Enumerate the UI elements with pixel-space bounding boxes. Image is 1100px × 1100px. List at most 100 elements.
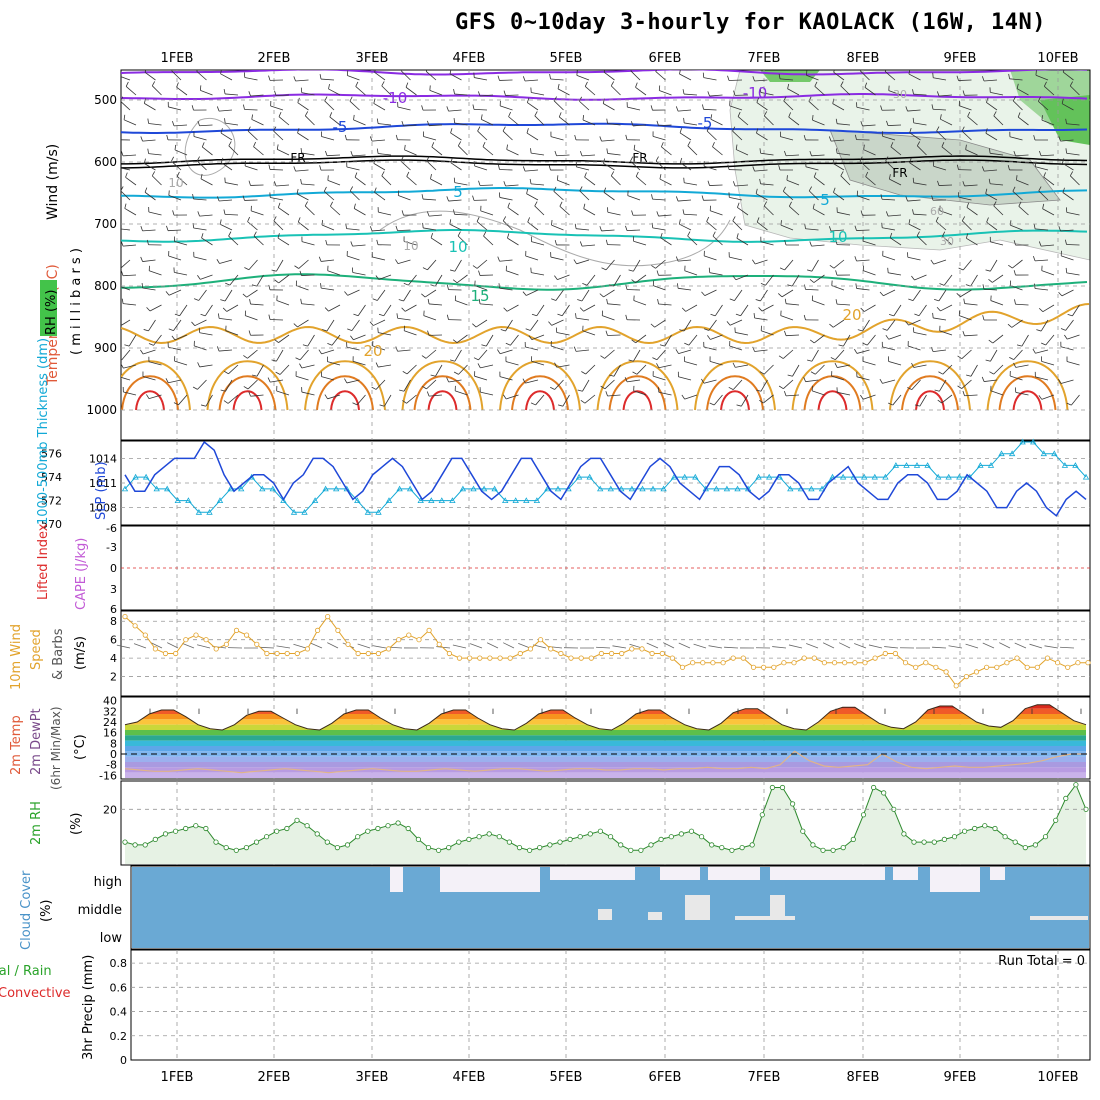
wind-barb-flag — [759, 399, 764, 404]
wind10-barb — [327, 642, 339, 649]
ylabel-rh: RH (%) — [44, 290, 59, 335]
thickness-line-point — [142, 473, 150, 480]
wind-barb — [526, 132, 539, 141]
wind-barb-flag — [530, 148, 532, 154]
wind-barb — [741, 394, 749, 407]
thickness-line-point — [238, 485, 245, 492]
wind-barb-flag — [1069, 171, 1074, 177]
wind-barb — [299, 349, 309, 361]
wind-barb — [276, 300, 290, 306]
ylabel-slp: SLP (mb) — [94, 461, 109, 520]
wind-barb — [199, 364, 213, 368]
wind-barb — [404, 304, 417, 312]
wind10-line-point — [740, 655, 746, 661]
wind10-barb — [822, 642, 835, 649]
wind-barb — [678, 349, 692, 354]
wind-barb — [397, 106, 411, 111]
wind-barb-flag — [430, 233, 433, 239]
wind-barb — [456, 274, 468, 284]
thickness-line-point — [649, 485, 657, 492]
wind-barb-flag — [166, 134, 169, 140]
wind-barb — [986, 102, 998, 111]
wind-barb — [270, 379, 284, 383]
wind-barb-flag — [319, 74, 322, 80]
wind-barb — [1061, 103, 1074, 111]
wind-barb-flag — [554, 275, 558, 280]
wind10-barb — [469, 643, 483, 649]
wind-barb-flag — [602, 98, 605, 104]
date-label-top: 9FEB — [944, 51, 977, 66]
ylabel-cape: CAPE (J/kg) — [74, 538, 89, 610]
wind-barb-flag — [497, 256, 500, 262]
wind-barb-flag — [630, 156, 634, 162]
wind-barb-flag — [251, 284, 257, 287]
wind-barb-flag — [712, 231, 716, 237]
wind-barb — [324, 100, 335, 111]
rh2m-line-point — [122, 839, 128, 845]
wind-barb — [806, 74, 819, 81]
slp-line — [124, 440, 1087, 517]
wind-barb-flag — [908, 70, 911, 75]
thickness-line-point — [903, 462, 910, 468]
rh2m-line-point — [1063, 795, 1069, 802]
wind-barb — [455, 300, 468, 306]
wind-barb-flag — [371, 386, 377, 390]
wind-barb — [1062, 71, 1074, 81]
wind-barb — [372, 139, 386, 142]
wind-barb-flag — [828, 136, 832, 142]
wind-barb-flag — [147, 148, 149, 154]
wind-barb-flag — [482, 141, 486, 147]
wind10-barb — [663, 642, 675, 649]
wind10-line-point — [750, 664, 757, 670]
precip-tick: 0.8 — [110, 957, 128, 970]
wind-barb-flag — [879, 291, 884, 297]
wind-barb-flag — [449, 269, 456, 272]
wind-barb-flag — [679, 128, 682, 134]
wind-barb-flag — [225, 282, 231, 286]
wind-barb — [760, 289, 768, 302]
wind-barb — [454, 182, 468, 186]
wind-barb — [736, 149, 749, 156]
wind-barb — [907, 199, 921, 202]
wind-barb-flag — [857, 329, 863, 332]
wind-barb-flag — [650, 323, 655, 328]
wind-barb — [253, 235, 264, 246]
wind-barb — [709, 360, 723, 366]
wind-barb-flag — [476, 216, 480, 222]
wind-barb-flag — [1066, 402, 1072, 406]
wind-barb — [202, 146, 213, 156]
wind-barb-flag — [609, 374, 615, 377]
wind-barb-flag — [121, 241, 124, 247]
ylabel-cloud: Cloud Cover — [19, 870, 34, 950]
wind-barb — [326, 154, 341, 157]
wind-barb-flag — [809, 339, 815, 344]
wind-barb — [913, 331, 927, 336]
wind-barb-flag — [625, 284, 628, 290]
wind-barb — [1066, 272, 1080, 276]
wind-barb — [144, 191, 156, 201]
wind-barb-flag — [854, 256, 857, 262]
wind-barb-flag — [756, 217, 760, 223]
wind-barb — [710, 334, 723, 340]
thickness-tick: 574 — [41, 471, 62, 484]
wind-barb-flag — [395, 346, 398, 352]
wind-barb — [200, 178, 213, 186]
wind-barb — [884, 71, 896, 81]
wind-barb — [250, 94, 264, 97]
wind-barb-flag — [780, 220, 782, 226]
wind-barb-flag — [804, 223, 806, 229]
temp2m-tick: -8 — [106, 759, 117, 772]
wind-barb-flag — [369, 136, 373, 142]
diurnal-contour-darkorange — [511, 375, 569, 411]
wind-barb-flag — [557, 83, 560, 89]
wind-barb-flag — [141, 282, 144, 289]
wind-barb — [435, 364, 443, 377]
wind-barb-flag — [885, 334, 890, 340]
wind-barb-flag — [527, 217, 530, 223]
wind-barb — [179, 304, 188, 316]
wind-barb — [1067, 334, 1080, 340]
wind-barb-flag — [197, 120, 200, 126]
wind-barb — [584, 176, 596, 186]
